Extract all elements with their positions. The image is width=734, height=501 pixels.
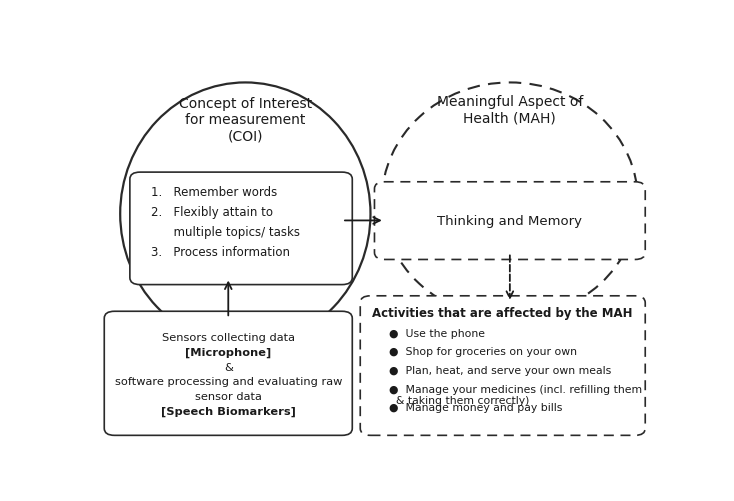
Text: [Speech Biomarkers]: [Speech Biomarkers] xyxy=(161,406,296,416)
Text: Meaningful Aspect of
Health (MAH): Meaningful Aspect of Health (MAH) xyxy=(437,95,583,125)
Text: Activities that are affected by the MAH: Activities that are affected by the MAH xyxy=(372,306,633,319)
Text: Concept of Interest
for measurement
(COI): Concept of Interest for measurement (COI… xyxy=(179,97,312,143)
Text: ●  Shop for groceries on your own: ● Shop for groceries on your own xyxy=(389,347,577,357)
Text: ●  Plan, heat, and serve your own meals: ● Plan, heat, and serve your own meals xyxy=(389,365,611,375)
Text: [Microphone]: [Microphone] xyxy=(185,347,272,357)
Text: Thinking and Memory: Thinking and Memory xyxy=(437,214,582,227)
FancyBboxPatch shape xyxy=(104,312,352,435)
Text: Sensors collecting data: Sensors collecting data xyxy=(161,333,295,343)
FancyBboxPatch shape xyxy=(130,173,352,285)
Text: 3.   Process information: 3. Process information xyxy=(151,245,291,259)
Ellipse shape xyxy=(120,83,371,346)
Text: ●  Manage your medicines (incl. refilling them
  & taking them correctly): ● Manage your medicines (incl. refilling… xyxy=(389,384,642,405)
Text: &: & xyxy=(224,362,233,372)
Text: sensor data: sensor data xyxy=(195,391,262,401)
Text: 2.   Flexibly attain to: 2. Flexibly attain to xyxy=(151,205,274,218)
Text: 1.   Remember words: 1. Remember words xyxy=(151,185,277,198)
Text: software processing and evaluating raw: software processing and evaluating raw xyxy=(115,376,342,386)
FancyBboxPatch shape xyxy=(374,182,645,260)
Text: multiple topics/ tasks: multiple topics/ tasks xyxy=(151,225,300,238)
FancyBboxPatch shape xyxy=(360,296,645,435)
Text: ●  Manage money and pay bills: ● Manage money and pay bills xyxy=(389,402,563,412)
Text: ●  Use the phone: ● Use the phone xyxy=(389,328,485,338)
Ellipse shape xyxy=(382,83,638,319)
